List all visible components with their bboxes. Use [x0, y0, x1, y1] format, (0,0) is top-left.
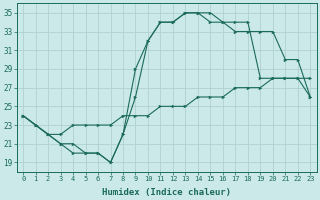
X-axis label: Humidex (Indice chaleur): Humidex (Indice chaleur) — [102, 188, 231, 197]
